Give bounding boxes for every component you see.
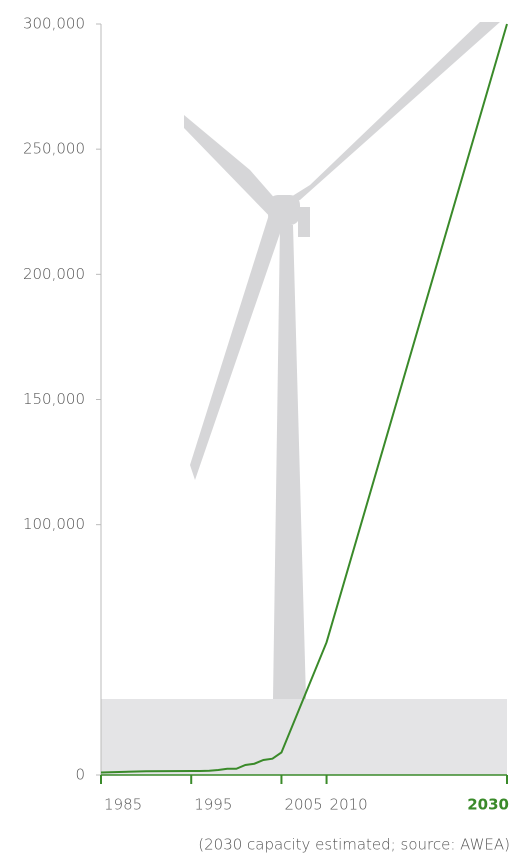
y-tick-label: 200,000: [23, 265, 85, 283]
x-tick-label: 1985: [104, 796, 142, 814]
source-note: (2030 capacity estimated; source: AWEA): [198, 836, 510, 854]
y-tick-label: 0: [75, 766, 85, 784]
x-tick-label: 2005: [284, 796, 322, 814]
chart: (2030 capacity estimated; source: AWEA) …: [0, 0, 512, 857]
hub: [268, 195, 300, 225]
x-tick-label: 2010: [330, 796, 368, 814]
nacelle: [298, 207, 310, 237]
page: {"chart_data": { "type": "line", "x": [1…: [0, 0, 512, 857]
x-tick-label: 1995: [194, 796, 232, 814]
y-tick-label: 100,000: [23, 515, 85, 533]
y-tick-label: 150,000: [23, 390, 85, 408]
y-tick-label: 250,000: [23, 140, 85, 158]
y-tick-label: 300,000: [23, 15, 85, 33]
x-tick-label: 2030: [467, 796, 509, 814]
ground-band: [101, 699, 507, 775]
